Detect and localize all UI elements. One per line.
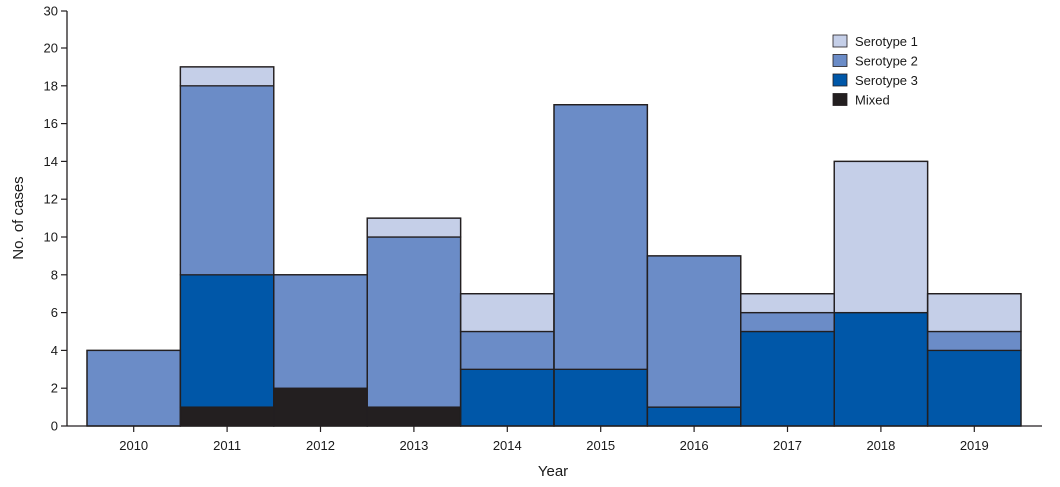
bar-segment-serotype-2	[459, 330, 555, 370]
y-axis-title: No. of cases	[10, 176, 27, 259]
legend-swatch	[832, 73, 848, 87]
x-tick-label: 2018	[866, 438, 895, 453]
bar-segment-serotype-2	[553, 104, 649, 370]
legend-label: Serotype 2	[855, 54, 918, 69]
legend-label: Serotype 3	[855, 73, 918, 88]
bar-segment-serotype-2	[366, 236, 462, 408]
y-tick-label: 4	[51, 343, 58, 358]
bar-segment-serotype-1	[459, 293, 555, 333]
y-tick-label: 6	[51, 305, 58, 320]
y-tick-label: 10	[44, 230, 58, 245]
bar-segment-serotype-3	[833, 311, 929, 427]
y-tick-label: 0	[51, 419, 58, 434]
y-tick-label: 18	[44, 78, 58, 93]
y-tick-label: 16	[44, 116, 58, 131]
bar-segment-serotype-3	[179, 274, 275, 408]
bar-segment-serotype-2	[273, 274, 368, 389]
bar-segment-serotype-1	[833, 160, 929, 314]
bar-segment-serotype-2	[740, 311, 835, 333]
bar-segment-serotype-3	[926, 349, 1022, 427]
y-tick-label: 20	[44, 41, 58, 56]
bar-segment-serotype-1	[926, 293, 1022, 333]
bar-segment-serotype-1	[366, 217, 462, 238]
bar-segment-serotype-1	[179, 66, 275, 87]
bar-segment-serotype-2	[179, 85, 275, 276]
legend-label: Mixed	[855, 93, 890, 108]
x-axis: 2010 2011 2012 2013 2014 2015 2016 2017 2018 2019	[67, 425, 1042, 453]
bar-segment-serotype-3	[646, 406, 742, 427]
y-axis: 0 2 4 6 8 10 12 14 16 18 20 30	[44, 4, 68, 434]
legend-label: Serotype 1	[855, 34, 918, 49]
x-tick-label: 2017	[773, 438, 802, 453]
y-tick-label: 14	[44, 154, 58, 169]
bar-segment-serotype-2	[646, 255, 742, 408]
x-axis-title: Year	[538, 463, 568, 480]
bar-segment-mixed	[179, 406, 275, 427]
legend-swatch	[832, 54, 848, 67]
bar-segment-serotype-2	[926, 330, 1022, 352]
bar-segment-serotype-3	[553, 368, 649, 427]
x-tick-label: 2011	[213, 438, 241, 453]
bar-segment-serotype-3	[459, 368, 555, 427]
legend-swatch	[832, 34, 848, 48]
bar-segment-serotype-2	[86, 349, 182, 427]
legend-swatch	[832, 93, 848, 106]
y-tick-label: 12	[44, 192, 58, 207]
x-tick-label: 2014	[493, 438, 522, 453]
legend: Serotype 1 Serotype 2 Serotype 3 Mixed	[832, 34, 918, 108]
x-tick-label: 2019	[960, 438, 989, 453]
x-tick-label: 2012	[306, 438, 335, 453]
y-tick-label: 2	[51, 381, 58, 396]
bars-group	[86, 66, 1022, 427]
x-tick-label: 2015	[586, 438, 615, 453]
bar-segment-mixed	[366, 406, 462, 427]
bar-segment-serotype-3	[740, 330, 835, 427]
x-tick-label: 2010	[119, 438, 148, 453]
bar-segment-serotype-1	[740, 293, 835, 314]
y-tick-label: 30	[44, 4, 58, 19]
x-tick-label: 2016	[680, 438, 709, 453]
y-tick-label: 8	[51, 267, 58, 282]
bar-segment-mixed	[273, 387, 368, 427]
x-tick-label: 2013	[399, 438, 428, 453]
